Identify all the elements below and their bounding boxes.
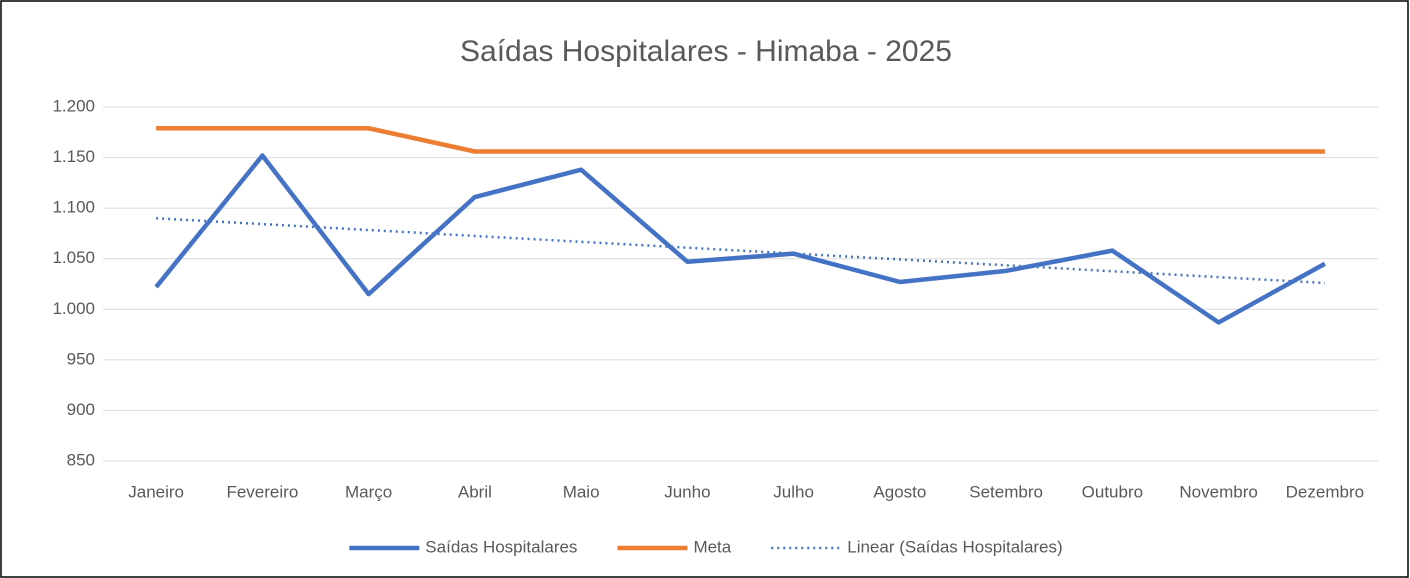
y-tick-label: 1.200 xyxy=(52,96,95,115)
chart-title: Saídas Hospitalares - Himaba - 2025 xyxy=(460,35,952,68)
x-tick-label: Março xyxy=(345,482,392,501)
y-tick-label: 950 xyxy=(67,349,95,368)
x-tick-label: Setembro xyxy=(969,482,1043,501)
legend-label: Linear (Saídas Hospitalares) xyxy=(847,537,1062,556)
x-tick-label: Agosto xyxy=(873,482,926,501)
y-tick-label: 1.100 xyxy=(52,198,95,217)
y-tick-label: 1.000 xyxy=(52,299,95,318)
x-tick-label: Fevereiro xyxy=(226,482,298,501)
x-tick-label: Julho xyxy=(773,482,814,501)
x-tick-label: Janeiro xyxy=(128,482,184,501)
x-tick-label: Junho xyxy=(664,482,710,501)
x-tick-label: Maio xyxy=(563,482,600,501)
y-tick-label: 850 xyxy=(67,450,95,469)
x-tick-label: Dezembro xyxy=(1286,482,1364,501)
series-line xyxy=(154,153,1326,325)
y-tick-label: 1.150 xyxy=(52,147,95,166)
x-tick-label: Novembro xyxy=(1179,482,1257,501)
series-line xyxy=(156,125,1325,154)
y-tick-label: 1.050 xyxy=(52,248,95,267)
legend-label: Saídas Hospitalares xyxy=(425,537,577,556)
legend-label: Meta xyxy=(693,537,731,556)
x-tick-label: Outubro xyxy=(1082,482,1143,501)
x-tick-label: Abril xyxy=(458,482,492,501)
y-tick-label: 900 xyxy=(67,400,95,419)
